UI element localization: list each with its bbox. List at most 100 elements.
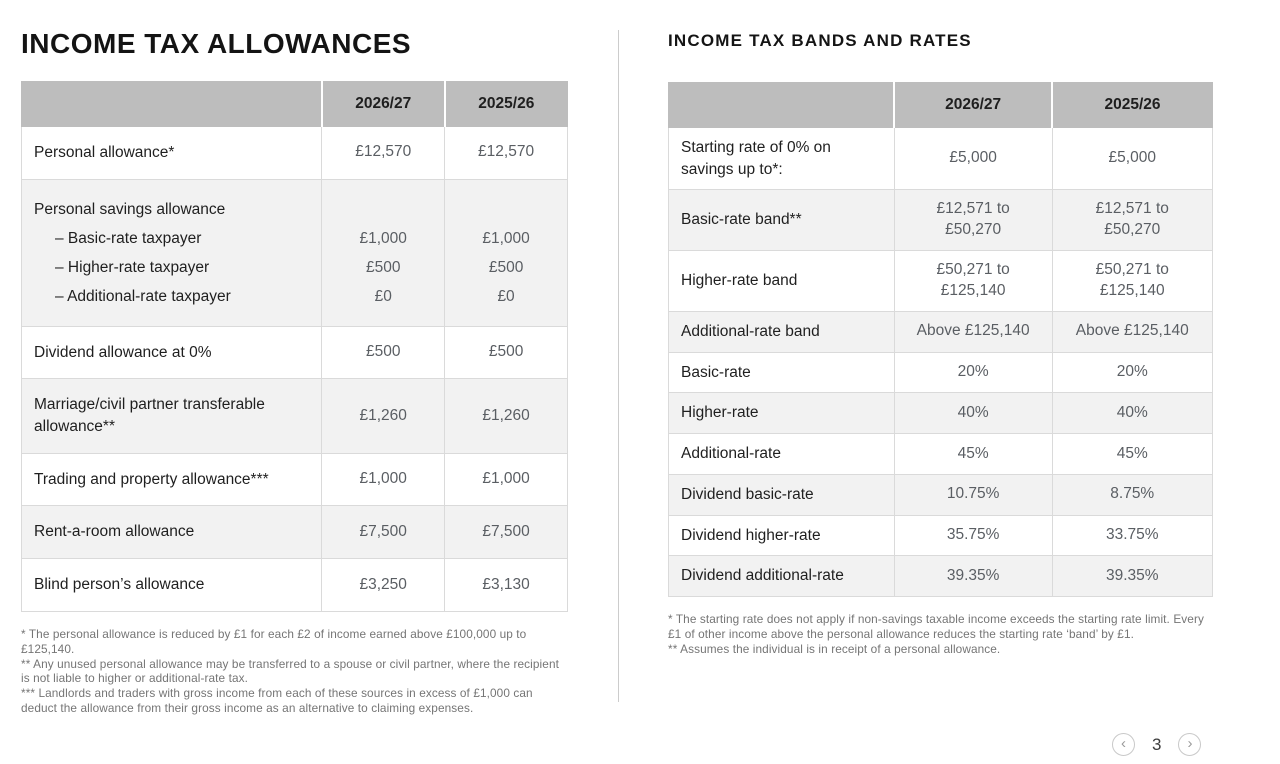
- row-value-2026-27: £12,570: [321, 126, 446, 180]
- group-label: Personal savings allowance: [34, 200, 226, 218]
- vertical-divider: [618, 30, 619, 702]
- row-label: Basic-rate band**: [668, 189, 895, 252]
- table-row-higher-rate: Higher-rate 40% 40%: [668, 392, 1213, 435]
- row-label: Dividend basic-rate: [668, 473, 895, 516]
- column-header-2026-27: 2026/27: [320, 81, 446, 127]
- value-spacer: [451, 195, 561, 224]
- footnote: * The starting rate does not apply if no…: [668, 611, 1204, 641]
- row-label: Dividend allowance at 0%: [20, 325, 323, 380]
- row-value-2026-27: £7,500: [321, 505, 446, 560]
- table-row-additional-rate-band: Additional-rate band Above £125,140 Abov…: [668, 311, 1213, 353]
- row-label: Basic-rate: [668, 351, 895, 394]
- row-value-2026-27: 20%: [893, 351, 1053, 394]
- page-navigation: ‹ 3 ›: [1112, 733, 1202, 756]
- table-row-basic-rate-band: Basic-rate band** £12,571 to £50,270 £12…: [668, 189, 1213, 252]
- group-sub-label: – Basic-rate taxpayer: [55, 229, 202, 247]
- row-label: Rent-a-room allowance: [20, 505, 323, 560]
- row-value-2025-26: £12,571 to £50,270: [1051, 189, 1213, 252]
- row-value-2026-27: £1,260: [321, 378, 446, 454]
- row-value-2026-27: £5,000: [893, 126, 1053, 191]
- row-value-2025-26: £3,130: [444, 558, 568, 612]
- table-row-rent-a-room: Rent-a-room allowance £7,500 £7,500: [20, 505, 568, 560]
- row-value-2025-26: £1,000 £500 £0: [444, 178, 568, 327]
- row-value-2025-26: £12,570: [444, 126, 568, 180]
- footnote: *** Landlords and traders with gross inc…: [21, 686, 533, 716]
- row-label: Trading and property allowance***: [20, 452, 323, 507]
- page-number: 3: [1152, 734, 1162, 754]
- table-row-basic-rate: Basic-rate 20% 20%: [668, 351, 1213, 394]
- table-row-dividend-allowance: Dividend allowance at 0% £500 £500: [20, 325, 568, 380]
- column-header-2026-27: 2026/27: [893, 82, 1053, 128]
- row-label: Higher-rate band: [668, 250, 895, 313]
- table-row-dividend-additional-rate: Dividend additional-rate 39.35% 39.35%: [668, 555, 1213, 597]
- table-row-personal-savings: Personal savings allowance – Basic-rate …: [20, 178, 568, 327]
- allowances-panel: INCOME TAX ALLOWANCES 2026/27 2025/26 Pe…: [20, 0, 568, 716]
- table-row-higher-rate-band: Higher-rate band £50,271 to £125,140 £50…: [668, 250, 1213, 313]
- header-empty-cell: [20, 81, 323, 127]
- row-label: Additional-rate band: [668, 311, 895, 353]
- table-header-row: 2026/27 2025/26: [20, 81, 568, 127]
- table-row-dividend-higher-rate: Dividend higher-rate 35.75% 33.75%: [668, 514, 1213, 557]
- column-header-2025-26: 2025/26: [1051, 82, 1213, 128]
- row-label: Higher-rate: [668, 392, 895, 435]
- row-label: Dividend higher-rate: [668, 514, 895, 557]
- allowances-title: INCOME TAX ALLOWANCES: [21, 28, 412, 59]
- footnote: * The personal allowance is reduced by £…: [21, 626, 527, 656]
- footnote: ** Any unused personal allowance may be …: [21, 656, 559, 686]
- row-value-2025-26: £7,500: [444, 505, 568, 560]
- row-value-2025-26: £50,271 to £125,140: [1051, 250, 1213, 313]
- table-row-starting-rate: Starting rate of 0% on savings up to*: £…: [668, 126, 1213, 191]
- row-value-2026-27: 10.75%: [893, 473, 1053, 516]
- row-label: Blind person’s allowance: [20, 558, 323, 612]
- row-value-2026-27: £1,000 £500 £0: [321, 178, 446, 327]
- table-row-marriage-transferable: Marriage/civil partner transferable allo…: [20, 378, 568, 454]
- row-label: Additional-rate: [668, 433, 895, 475]
- row-value-2025-26: 40%: [1051, 392, 1213, 435]
- row-value-2026-27: £3,250: [321, 558, 446, 612]
- group-sub-label: – Additional-rate taxpayer: [55, 287, 231, 305]
- table-row-blind-persons: Blind person’s allowance £3,250 £3,130: [20, 558, 568, 612]
- bands-rates-title: INCOME TAX BANDS AND RATES: [668, 31, 972, 50]
- bands-rates-footnotes: * The starting rate does not apply if no…: [668, 612, 1213, 657]
- row-value-2025-26: 33.75%: [1051, 514, 1213, 557]
- row-value-2026-27: 40%: [893, 392, 1053, 435]
- chevron-left-icon[interactable]: ‹: [1112, 733, 1135, 756]
- row-label: Personal allowance*: [20, 126, 323, 180]
- row-value-2026-27: 35.75%: [893, 514, 1053, 557]
- footnote: ** Assumes the individual is in receipt …: [668, 641, 1001, 656]
- row-value-2026-27: £12,571 to £50,270: [893, 189, 1053, 252]
- bands-rates-panel: INCOME TAX BANDS AND RATES 2026/27 2025/…: [668, 0, 1213, 656]
- row-label: Marriage/civil partner transferable allo…: [20, 378, 323, 454]
- row-value-2025-26: £500: [444, 325, 568, 380]
- column-header-2025-26: 2025/26: [443, 81, 568, 127]
- row-value-2025-26: £1,260: [444, 378, 568, 454]
- table-header-row: 2026/27 2025/26: [668, 82, 1213, 128]
- row-value-2025-26: 45%: [1051, 433, 1213, 475]
- value-spacer: [328, 195, 438, 224]
- row-value-2025-26: 20%: [1051, 351, 1213, 394]
- table-row-personal-allowance: Personal allowance* £12,570 £12,570: [20, 126, 568, 180]
- row-value-2025-26: £5,000: [1051, 126, 1213, 191]
- table-row-trading-property: Trading and property allowance*** £1,000…: [20, 452, 568, 507]
- row-value-2025-26: Above £125,140: [1051, 311, 1213, 353]
- table-row-dividend-basic-rate: Dividend basic-rate 10.75% 8.75%: [668, 473, 1213, 516]
- table-row-additional-rate: Additional-rate 45% 45%: [668, 433, 1213, 475]
- income-tax-allowances-table: 2026/27 2025/26 Personal allowance* £12,…: [20, 81, 568, 612]
- row-value-2026-27: 45%: [893, 433, 1053, 475]
- row-label: Dividend additional-rate: [668, 555, 895, 597]
- income-tax-bands-table: 2026/27 2025/26 Starting rate of 0% on s…: [668, 82, 1213, 597]
- row-label-group: Personal savings allowance – Basic-rate …: [20, 178, 323, 327]
- allowances-footnotes: * The personal allowance is reduced by £…: [21, 627, 568, 716]
- row-value-2025-26: £1,000: [444, 452, 568, 507]
- row-value-2025-26: 8.75%: [1051, 473, 1213, 516]
- row-value-2025-26: 39.35%: [1051, 555, 1213, 597]
- row-value-2026-27: Above £125,140: [893, 311, 1053, 353]
- row-label: Starting rate of 0% on savings up to*:: [668, 126, 895, 191]
- group-sub-label: – Higher-rate taxpayer: [55, 258, 210, 276]
- chevron-right-icon[interactable]: ›: [1178, 733, 1202, 756]
- row-value-2026-27: £500: [321, 325, 446, 380]
- row-value-2026-27: £1,000: [321, 452, 446, 507]
- row-value-2026-27: 39.35%: [893, 555, 1053, 597]
- row-value-2026-27: £50,271 to £125,140: [893, 250, 1053, 313]
